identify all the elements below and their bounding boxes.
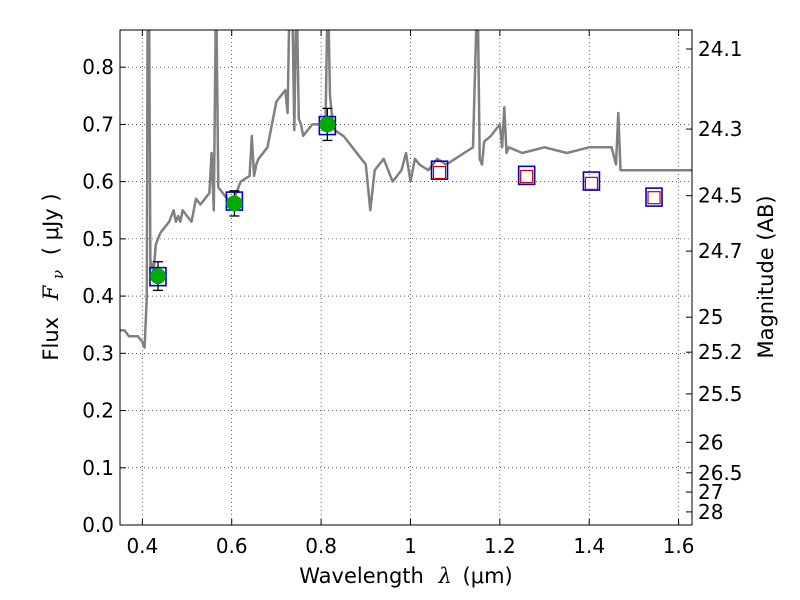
spectrum-layer (120, 30, 692, 349)
y2-tick-label: 24.5 (698, 184, 743, 208)
model-square (582, 171, 601, 191)
y-tick-label: 0.2 (82, 399, 114, 423)
predicted-square (432, 165, 447, 180)
y2-tick-label: 28 (698, 500, 723, 524)
marker-layer (149, 107, 663, 292)
y2-tick-label: 24.7 (698, 239, 743, 263)
tick-labels: 0.4 0.6 0.8 1 1.2 1.4 1.6 0.0 0.1 0.2 0.3 0.4 0.5 0.6… (82, 37, 742, 558)
x-axis-label-text: Wavelength (299, 564, 424, 588)
y2-tick-label: 25.5 (698, 382, 743, 406)
x-tick-label: 1.4 (573, 534, 605, 558)
y2-tick-label: 27 (698, 480, 723, 504)
y-tick-label: 0.8 (82, 55, 114, 79)
y-tick-label: 0.1 (82, 456, 114, 480)
x-tick-label: 0.6 (216, 534, 248, 558)
model-square (645, 187, 663, 207)
y-tick-label: 0.7 (82, 112, 114, 136)
y2-tick-label: 25.2 (698, 340, 743, 364)
predicted-square (647, 191, 661, 205)
predicted-square (584, 176, 599, 190)
predicted-square (520, 169, 534, 184)
plot-frame (119, 29, 693, 526)
x-tick-label: 1.2 (484, 534, 516, 558)
y-tick-label: 0.0 (82, 513, 114, 537)
y-tick-label: 0.3 (82, 341, 114, 365)
x-axis-label-symbol: λ (438, 564, 452, 588)
x-tick-label: 1.6 (663, 534, 695, 558)
observed-point (319, 116, 336, 133)
ticks (120, 30, 692, 526)
y-axis-label-subscript: ν (49, 270, 67, 279)
y2-tick-label: 26 (698, 430, 723, 454)
y-tick-label: 0.6 (82, 170, 114, 194)
x-tick-label: 0.4 (126, 534, 158, 558)
x-tick-label: 0.8 (305, 534, 337, 558)
x-axis-label-unit: (μm) (463, 564, 513, 588)
observed-point (226, 195, 243, 212)
y2-tick-label: 26.5 (698, 461, 743, 485)
model-square (517, 165, 536, 186)
y-axis-label-unit: ( μJy ) (39, 193, 63, 255)
y2-axis-label: Magnitude (AB) (754, 195, 778, 358)
y-axis-label: Flux F ν ( μJy ) (39, 193, 68, 360)
spectrum-line (120, 30, 692, 349)
x-axis-label: Wavelength λ (μm) (299, 564, 512, 588)
y2-tick-label: 24.1 (698, 37, 743, 61)
x-tick-label: 1 (404, 534, 417, 558)
y2-tick-label: 24.3 (698, 117, 743, 141)
y-tick-label: 0.5 (82, 227, 114, 251)
y-axis-label-symbol: F (39, 284, 63, 301)
y2-tick-label: 25 (698, 305, 723, 329)
plot-background (120, 30, 692, 525)
observed-point (149, 268, 166, 285)
y-tick-label: 0.4 (82, 284, 114, 308)
model-square (430, 160, 449, 181)
y-axis-label-text: Flux (39, 317, 63, 361)
